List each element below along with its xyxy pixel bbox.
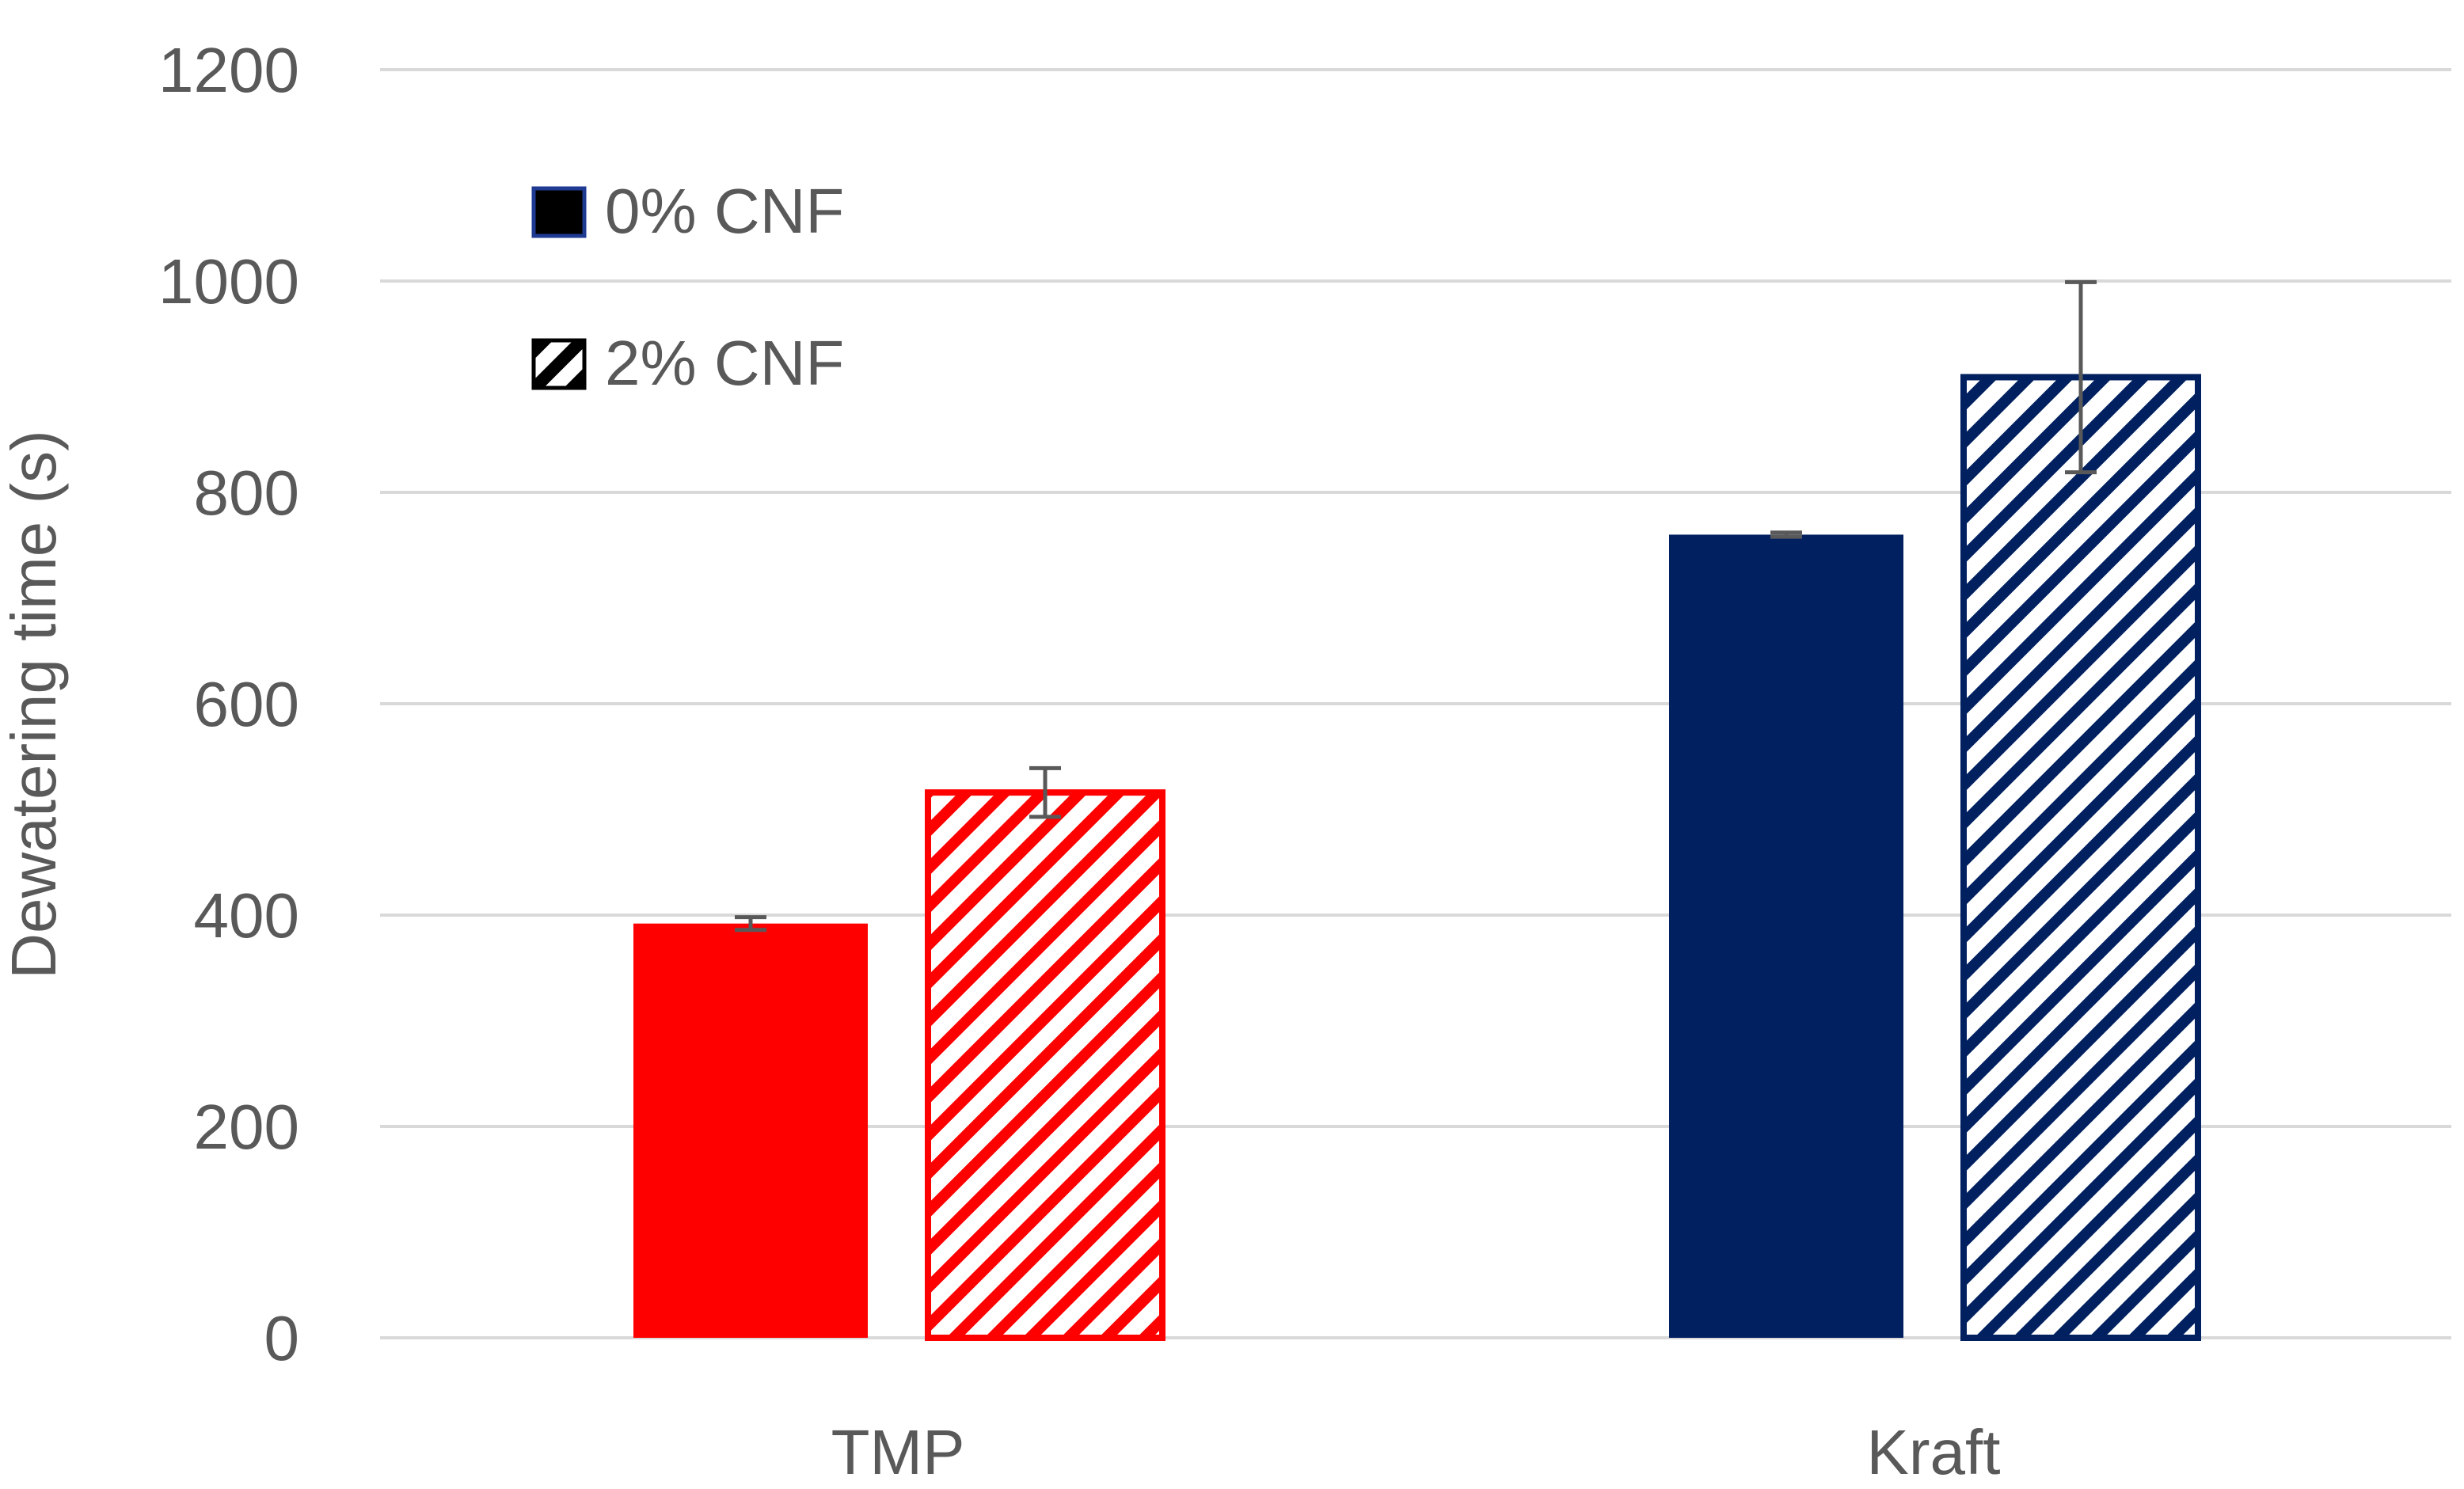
y-tick-label: 1000 [158,246,299,317]
y-tick-labels: 0 200 400 600 800 1000 1200 [158,35,299,1373]
y-tick-label: 800 [194,458,299,528]
x-category-labels: TMP Kraft [831,1417,2001,1487]
bar-kraft-2pct-cnf [1960,374,2201,1341]
y-tick-label: 600 [194,669,299,739]
bars [633,374,2201,1341]
y-tick-label: 400 [194,880,299,951]
bar-tmp-0pct-cnf [633,923,868,1338]
error-bar-kraft-0pct-cnf [1770,530,1802,539]
error-bars [735,279,2097,933]
x-category-label: Kraft [1867,1417,2001,1487]
x-category-label: TMP [831,1417,965,1487]
legend-item-0pct-cnf: 0% CNF [531,176,844,246]
y-tick-label: 200 [194,1092,299,1162]
legend-item-2pct-cnf: 2% CNF [531,328,844,398]
y-axis-label: Dewatering time (s) [0,430,69,979]
error-bar-kraft-2pct-cnf [2065,279,2097,475]
error-bar-tmp-2pct-cnf [1029,765,1061,819]
legend-swatch [531,186,587,238]
error-bar-tmp-0pct-cnf [735,915,766,933]
bar-tmp-2pct-cnf [925,789,1165,1341]
bar-kraft-0pct-cnf [1669,534,1903,1338]
legend-swatch [531,338,587,390]
y-tick-label: 1200 [158,35,299,105]
legend: 0% CNF 2% CNF [531,176,844,398]
legend-label: 0% CNF [605,176,844,246]
legend-label: 2% CNF [605,328,844,398]
y-tick-label: 0 [264,1303,300,1373]
